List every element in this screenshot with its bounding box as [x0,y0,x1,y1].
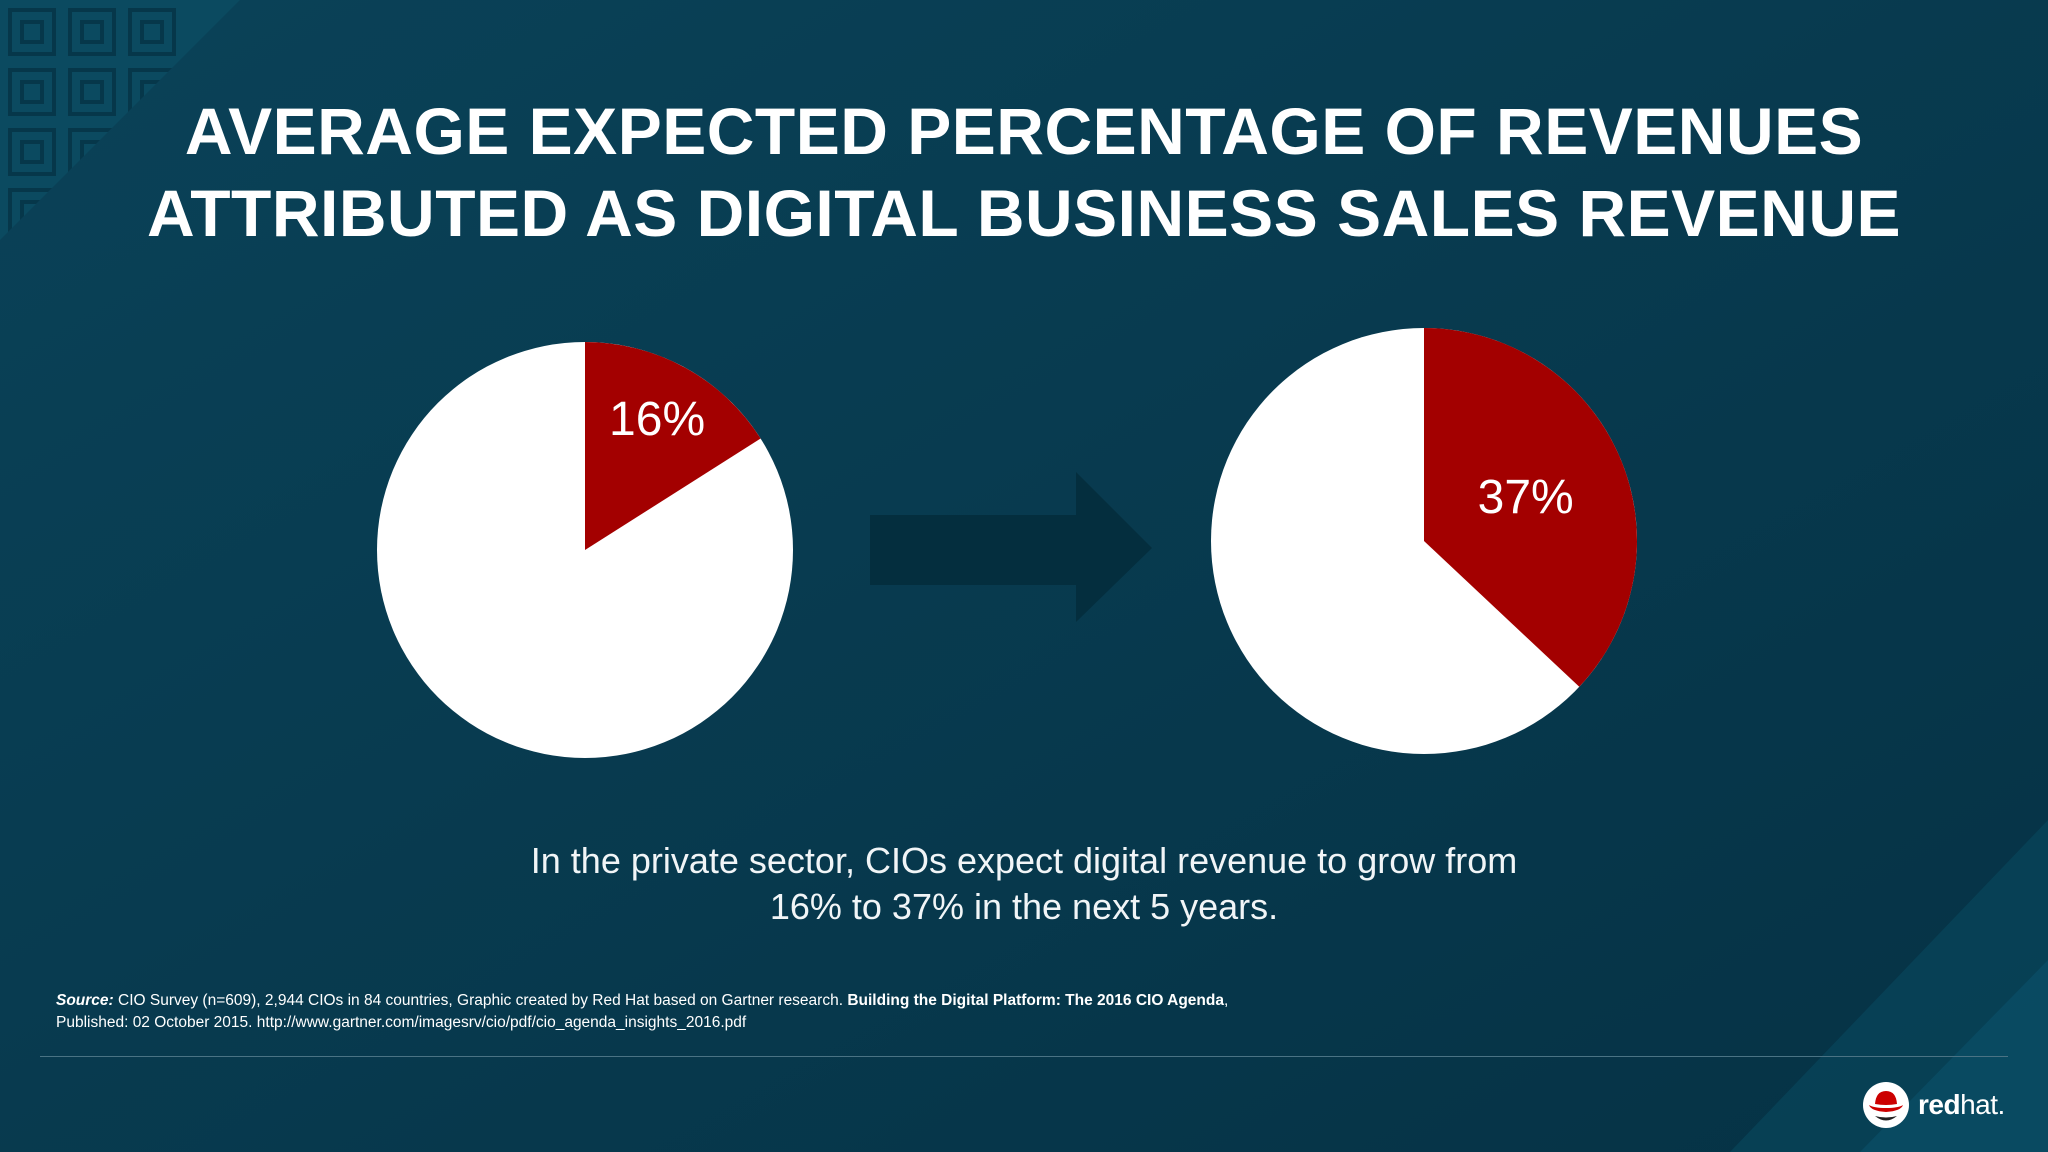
wordmark-hat: hat. [1960,1089,2005,1120]
source-comma: , [1223,992,1229,1009]
source-published-link: Published: 02 October 2015. http://www.g… [56,1014,747,1031]
caption-line-1: In the private sector, CIOs expect digit… [530,840,1518,881]
source-note: Source: CIO Survey (n=609), 2,944 CIOs i… [56,990,1556,1034]
growth-arrow [870,472,1152,622]
pie-future-digital-slice [1424,328,1638,687]
title-line-2: ATTRIBUTED AS DIGITAL BUSINESS SALES REV… [146,176,1902,250]
source-label: Source: [56,992,114,1009]
source-reference-title: Building the Digital Platform: The 2016 … [847,992,1224,1009]
page-title: AVERAGE EXPECTED PERCENTAGE OF REVENUES … [0,90,2048,254]
summary-caption: In the private sector, CIOs expect digit… [324,838,1724,930]
pie-current-data-label: 16% [609,393,705,446]
pie-chart-future: 37% [1211,328,1638,754]
title-line-1: AVERAGE EXPECTED PERCENTAGE OF REVENUES [184,94,1864,168]
redhat-wordmark: redhat. [1918,1089,2005,1121]
footer-divider [40,1056,2008,1057]
pie-chart-current: 16% [377,342,793,758]
pie-current-digital-slice [585,342,761,550]
pie-future-data-label: 37% [1478,471,1574,524]
redhat-shadowman-icon [1863,1082,1909,1128]
redhat-logo: redhat. [1862,1080,2005,1130]
wordmark-red: red [1918,1089,1961,1120]
caption-line-2: 16% to 37% in the next 5 years. [769,886,1279,927]
source-text: CIO Survey (n=609), 2,944 CIOs in 84 cou… [113,992,848,1009]
